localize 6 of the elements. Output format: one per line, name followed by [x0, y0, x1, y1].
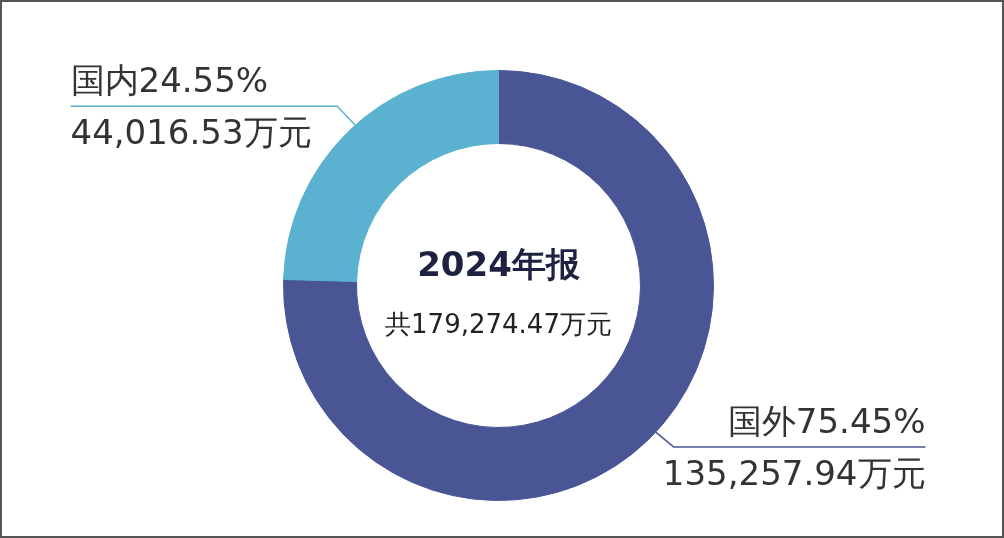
- text: 2024年报: [417, 243, 581, 284]
- category-label: 国内24.55%: [70, 60, 269, 101]
- data-label: 44,016.53万元: [70, 112, 312, 153]
- text: 共179,274.47万元: [385, 308, 612, 339]
- category-label: 国外75.45%: [727, 401, 926, 442]
- data-label: 135,257.94万元: [662, 453, 926, 494]
